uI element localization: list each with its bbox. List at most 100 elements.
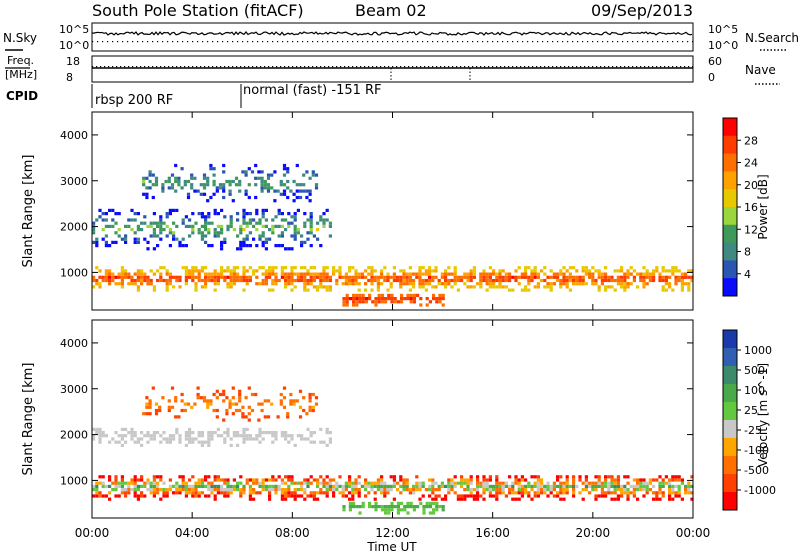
range-gate-cell [524,266,528,270]
nave-point [124,66,126,68]
nave-point [272,66,274,68]
range-gate-cell [290,234,294,238]
range-gate-cell [222,399,226,403]
range-gate-cell [248,497,252,501]
range-gate-cell [244,192,248,196]
range-gate-cell [415,275,419,279]
range-gate-cell [377,505,381,509]
range-gate-cell [396,508,400,512]
range-gate-cell [239,244,243,248]
range-gate-cell [258,491,262,495]
range-gate-cell [293,278,297,283]
range-gate-cell [254,195,258,200]
range-gate-cell [242,228,246,232]
range-gate-cell [172,484,176,488]
range-gate-cell [98,282,102,286]
range-gate-cell [303,488,307,492]
range-gate-cell [204,218,208,222]
nave-point [628,66,630,68]
range-gate-cell [204,228,208,232]
range-gate-cell [549,484,553,488]
range-gate-cell [212,167,216,171]
range-gate-cell [92,427,96,431]
range-gate-cell [578,282,582,286]
range-gate-cell [325,266,329,270]
range-gate-cell [312,494,316,498]
range-gate-cell [194,437,198,441]
range-gate-cell [319,440,323,444]
range-gate-cell [511,491,515,495]
range-gate-cell [258,440,262,444]
range-gate-cell [271,218,275,222]
range-gate-cell [485,488,489,492]
range-gate-cell [242,237,246,241]
range-gate-cell [344,278,348,283]
range-gate-cell [613,278,617,283]
range-gate-cell [261,212,265,216]
range-gate-cell [210,278,214,283]
range-gate-cell [220,208,224,212]
range-gate-cell [207,484,211,488]
range-gate-cell [357,282,361,286]
range-gate-cell [677,494,681,498]
range-gate-cell [124,224,128,228]
range-gate-cell [295,189,299,193]
range-gate-cell [658,488,662,492]
range-gate-cell [552,484,556,488]
range-gate-cell [415,475,419,479]
range-gate-cell [130,427,134,431]
range-gate-cell [309,431,313,435]
colorbar-swatch [723,420,737,439]
range-gate-cell [562,275,566,279]
range-gate-cell [604,491,608,495]
range-gate-cell [242,488,246,492]
colorbar-tick-label: 1000 [744,344,772,357]
range-gate-cell [111,272,115,276]
range-gate-cell [396,300,400,304]
range-gate-cell [212,173,216,177]
range-gate-cell [136,288,140,292]
range-gate-cell [360,272,364,276]
range-gate-cell [248,212,252,216]
range-gate-cell [380,491,384,495]
range-gate-cell [286,170,290,174]
range-gate-cell [293,491,297,495]
range-gate-cell [620,488,624,492]
range-gate-cell [273,189,277,193]
range-gate-cell [610,481,614,485]
range-gate-cell [376,278,380,283]
range-gate-cell [661,269,665,273]
range-gate-cell [101,434,105,438]
range-gate-cell [209,167,213,171]
range-gate-cell [409,293,413,297]
range-gate-cell [325,494,329,498]
range-gate-cell [261,481,265,485]
range-gate-cell [312,491,316,495]
range-gate-cell [632,484,636,488]
range-gate-cell [447,272,451,276]
nave-point [304,66,306,68]
range-gate-cell [511,484,515,488]
range-gate-cell [524,269,528,273]
range-gate-cell [210,488,214,492]
range-gate-cell [428,488,432,492]
range-gate-cell [222,392,226,397]
range-gate-cell [236,234,240,238]
nave-point [212,66,214,68]
range-gate-cell [309,224,313,228]
nave-point [548,66,550,68]
range-gate-cell [232,266,236,270]
range-gate-cell [95,218,99,222]
range-gate-cell [368,505,372,509]
range-gate-cell [120,266,124,270]
range-gate-cell [206,399,210,403]
range-gate-cell [197,440,201,444]
range-gate-cell [463,275,467,279]
range-gate-cell [680,288,684,292]
nave-point [188,66,190,68]
range-gate-cell [616,484,620,488]
range-gate-cell [200,440,204,444]
range-gate-cell [316,481,320,485]
range-gate-cell [416,293,420,297]
range-gate-cell [191,488,195,492]
